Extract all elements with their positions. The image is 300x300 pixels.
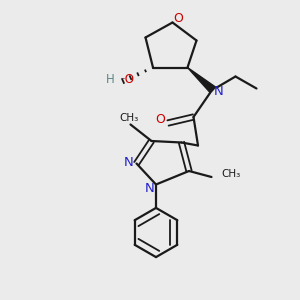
Text: H: H — [106, 73, 115, 86]
Text: N: N — [124, 155, 134, 169]
Text: CH₃: CH₃ — [119, 113, 139, 123]
Text: ·O: ·O — [122, 73, 134, 86]
Text: N: N — [145, 182, 155, 195]
Text: N: N — [214, 85, 223, 98]
Text: O: O — [156, 113, 165, 126]
Text: O: O — [173, 11, 183, 25]
Polygon shape — [188, 68, 216, 93]
Text: CH₃: CH₃ — [221, 169, 240, 179]
